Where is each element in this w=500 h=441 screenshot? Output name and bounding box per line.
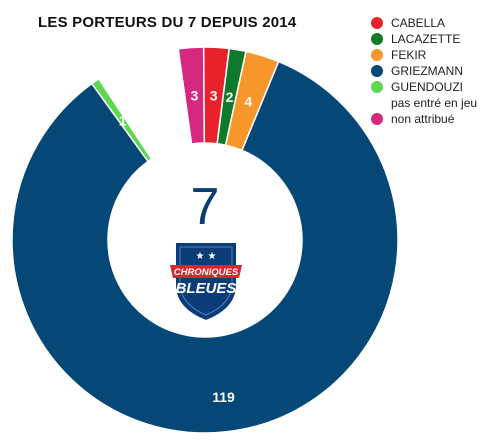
legend-color-dot [371, 113, 383, 125]
slice-value-label: 2 [226, 89, 234, 105]
donut-slice [11, 60, 399, 434]
donut-slice [97, 48, 193, 161]
slice-value-label: 4 [244, 94, 252, 110]
legend-label: GRIEZMANN [391, 64, 463, 78]
legend-color-dot [371, 49, 383, 61]
center-value: 7 [191, 178, 220, 236]
svg-text:CHRONIQUES: CHRONIQUES [174, 267, 239, 278]
legend-label: GUENDOUZI [391, 80, 463, 94]
legend-item: GRIEZMANN [371, 63, 499, 79]
legend-item: non attribué [371, 111, 499, 127]
donut-slices [11, 46, 399, 434]
legend-label: CABELLA [391, 16, 446, 30]
chart-legend: CABELLA LACAZETTE FEKIR GRIEZMANN GUENDOUZI p… [371, 15, 499, 127]
legend-label: FEKIR [391, 48, 427, 62]
legend-color-dot [371, 17, 383, 29]
slice-value-label: 3 [190, 87, 198, 103]
svg-text:BLEUES: BLEUES [176, 280, 237, 297]
legend-color-dot [371, 65, 383, 77]
legend-item: LACAZETTE [371, 31, 499, 47]
slice-value-label: 1 [119, 113, 127, 129]
slice-value-label: 119 [212, 389, 235, 405]
chronique-bleues-logo: ★ ★ CHRONIQUES BLEUES [170, 241, 242, 323]
legend-item: CABELLA [371, 15, 499, 31]
svg-text:★: ★ [208, 251, 217, 262]
legend-color-dot [371, 81, 383, 93]
legend-label: LACAZETTE [391, 32, 461, 46]
legend-item: FEKIR [371, 47, 499, 63]
chart-title: LES PORTEURS DU 7 DEPUIS 2014 [38, 14, 297, 31]
svg-text:★: ★ [196, 251, 205, 262]
legend-label: non attribué [391, 112, 455, 126]
slice-value-label: 10 [146, 96, 162, 112]
legend-color-dot [371, 33, 383, 45]
legend-item: pas entré en jeu [371, 95, 499, 111]
legend-item: GUENDOUZI [371, 79, 499, 95]
slice-value-label: 3 [210, 87, 218, 103]
legend-label: pas entré en jeu [391, 96, 478, 110]
